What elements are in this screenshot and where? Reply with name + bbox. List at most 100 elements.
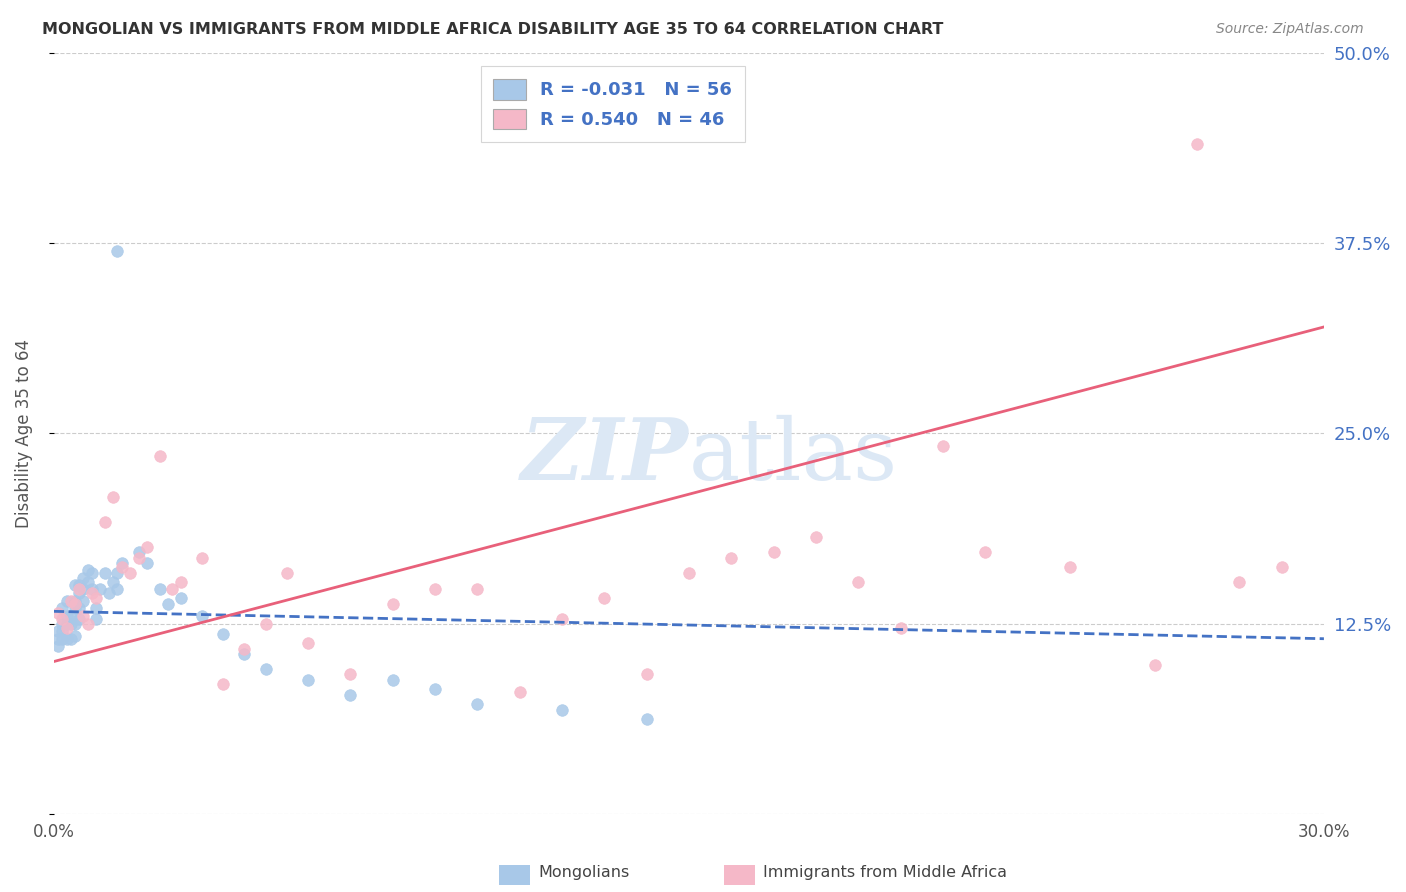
Point [551, 612, 574, 626]
Point [63, 597, 86, 611]
Point [162, 582, 184, 596]
Point [55, 621, 77, 635]
Point [67, 601, 90, 615]
Point [80, 566, 103, 581]
Point [170, 575, 193, 590]
Point [72, 571, 94, 585]
Point [89, 582, 111, 596]
Point [297, 673, 319, 687]
Point [128, 551, 150, 566]
Point [55, 632, 77, 646]
Point [110, 556, 132, 570]
Point [339, 688, 361, 702]
Point [157, 597, 180, 611]
Point [46, 606, 69, 620]
Point [51, 632, 73, 646]
Point [762, 545, 785, 559]
Point [551, 703, 574, 717]
Point [276, 566, 298, 581]
Point [84, 591, 107, 605]
Point [233, 642, 256, 657]
Point [59, 632, 82, 646]
Point [423, 582, 446, 596]
Point [63, 616, 86, 631]
Point [932, 439, 955, 453]
Point [890, 621, 912, 635]
Point [93, 515, 115, 529]
Point [720, 551, 742, 566]
Text: ZIP: ZIP [522, 415, 689, 498]
Point [1270, 560, 1292, 574]
Point [149, 582, 172, 596]
Point [974, 545, 997, 559]
Point [55, 593, 77, 607]
Point [101, 575, 124, 590]
Point [593, 591, 616, 605]
Point [136, 556, 159, 570]
Point [51, 601, 73, 615]
Point [105, 566, 128, 581]
Point [423, 681, 446, 696]
Point [46, 640, 69, 654]
Point [76, 563, 98, 577]
Point [59, 593, 82, 607]
Text: MONGOLIAN VS IMMIGRANTS FROM MIDDLE AFRICA DISABILITY AGE 35 TO 64 CORRELATION C: MONGOLIAN VS IMMIGRANTS FROM MIDDLE AFRI… [42, 22, 943, 37]
Text: Mongolians: Mongolians [538, 865, 630, 880]
Text: Source: ZipAtlas.com: Source: ZipAtlas.com [1216, 22, 1364, 37]
Point [636, 712, 658, 726]
Point [191, 608, 214, 623]
Point [170, 591, 193, 605]
Point [76, 616, 98, 631]
Text: atlas: atlas [689, 415, 898, 498]
Point [678, 566, 700, 581]
Point [55, 616, 77, 631]
Point [1185, 137, 1208, 152]
Point [51, 616, 73, 631]
Point [63, 593, 86, 607]
Point [297, 636, 319, 650]
Point [233, 647, 256, 661]
Text: Immigrants from Middle Africa: Immigrants from Middle Africa [763, 865, 1008, 880]
Point [72, 582, 94, 596]
Point [63, 578, 86, 592]
Point [46, 632, 69, 646]
Point [254, 616, 277, 631]
Point [1059, 560, 1081, 574]
Point [465, 582, 488, 596]
Point [80, 582, 103, 596]
Point [55, 608, 77, 623]
Point [46, 624, 69, 639]
Point [110, 560, 132, 574]
Point [84, 601, 107, 615]
Point [101, 490, 124, 504]
Point [72, 593, 94, 607]
Point [381, 673, 404, 687]
Point [465, 697, 488, 711]
Point [1143, 657, 1166, 672]
Y-axis label: Disability Age 35 to 64: Disability Age 35 to 64 [15, 339, 32, 528]
Point [212, 627, 235, 641]
Point [72, 608, 94, 623]
Point [63, 601, 86, 615]
Point [67, 582, 90, 596]
Point [76, 575, 98, 590]
Point [846, 575, 869, 590]
Point [59, 616, 82, 631]
Point [636, 666, 658, 681]
Point [254, 662, 277, 676]
Point [80, 586, 103, 600]
Point [67, 578, 90, 592]
Point [59, 608, 82, 623]
Point [93, 566, 115, 581]
Point [51, 624, 73, 639]
Point [51, 612, 73, 626]
Point [67, 612, 90, 626]
Point [804, 530, 827, 544]
Point [136, 541, 159, 555]
Point [509, 685, 531, 699]
Point [128, 545, 150, 559]
Point [84, 612, 107, 626]
Point [191, 551, 214, 566]
Point [63, 629, 86, 643]
Point [105, 244, 128, 258]
